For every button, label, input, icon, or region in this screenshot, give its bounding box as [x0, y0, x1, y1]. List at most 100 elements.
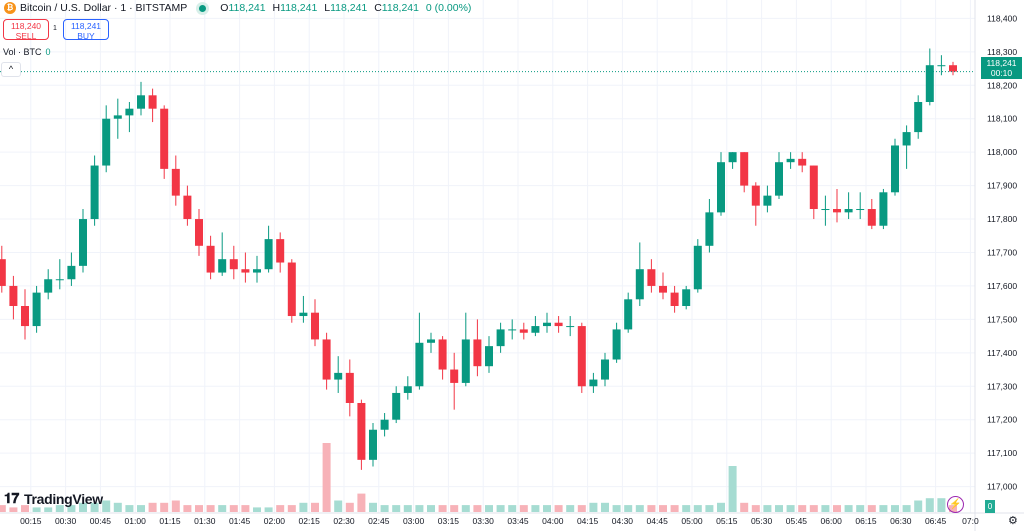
volume-bar: [635, 505, 644, 512]
gear-icon[interactable]: ⚙: [1008, 515, 1018, 527]
candle: [670, 285, 679, 313]
candle-body: [763, 195, 772, 206]
volume-bar: [763, 505, 772, 512]
candle-body: [693, 245, 702, 290]
time-axis[interactable]: 00:15 00:30 00:45 01:00 01:15 01:30 01:45 02:00…: [20, 516, 979, 526]
volume-bar: [218, 505, 227, 512]
candle: [160, 105, 169, 179]
candle-body: [21, 306, 29, 327]
candle-body: [79, 219, 87, 266]
candle-body: [833, 209, 841, 213]
candle: [287, 259, 296, 323]
volume-bar: [682, 505, 691, 512]
candle-body: [403, 386, 412, 393]
candle-body: [879, 192, 888, 226]
volume-bar: [67, 505, 76, 512]
volume-bar: [44, 507, 53, 512]
volume-bar: [299, 502, 308, 512]
price-tick-label: 118,100: [987, 114, 1017, 124]
candle-body: [55, 279, 64, 281]
tradingview-logo[interactable]: 𝟏𝟕 TradingView: [4, 490, 103, 507]
candle: [775, 152, 783, 199]
candle: [206, 235, 215, 280]
buy-button[interactable]: 118,241 BUY: [63, 19, 109, 41]
candle: [473, 319, 482, 377]
candle: [345, 359, 354, 417]
symbol-title[interactable]: Bitcoin / U.S. Dollar · 1 · BITSTAMP: [20, 2, 188, 14]
bitcoin-icon: ₿: [4, 2, 16, 14]
current-price-label: 118,241 00:10: [981, 57, 1022, 79]
candle-body: [357, 402, 366, 460]
candle: [125, 102, 134, 133]
candle: [902, 125, 911, 169]
candle-body: [786, 158, 795, 163]
candle: [241, 252, 250, 283]
candle-body: [670, 292, 679, 306]
symbol-legend[interactable]: ₿ Bitcoin / U.S. Dollar · 1 · BITSTAMP O…: [4, 2, 475, 14]
collapse-legend-button[interactable]: ^: [1, 62, 21, 77]
time-tick-label: 04:00: [542, 516, 564, 526]
bar-countdown: 00:10: [990, 68, 1013, 78]
candle-body: [369, 429, 377, 460]
candle-body: [137, 95, 145, 109]
volume-bar: [566, 505, 575, 512]
candle: [461, 312, 470, 387]
candle-body: [90, 165, 99, 220]
volume-bar: [369, 502, 377, 512]
candle: [415, 312, 424, 390]
candle: [844, 192, 853, 220]
time-tick-label: 06:30: [890, 516, 912, 526]
candle: [229, 245, 238, 280]
sell-button[interactable]: 118,240 SELL: [3, 19, 49, 41]
price-axis[interactable]: 118,400 118,300 118,200 118,100 118,000 117,9…: [987, 13, 1017, 491]
volume-bar: [914, 500, 923, 512]
candle-body: [415, 342, 424, 387]
time-tick-label: 02:45: [368, 516, 390, 526]
volume-bar: [357, 493, 366, 512]
price-tick-label: 117,600: [987, 281, 1017, 291]
volume-bar: [102, 500, 111, 512]
volume-bar: [693, 505, 702, 512]
candle: [380, 413, 389, 437]
volume-legend[interactable]: Vol · BTC 0: [3, 47, 51, 57]
price-tick-label: 118,300: [987, 47, 1017, 57]
volume-bar: [775, 505, 783, 512]
candle-body: [148, 95, 157, 109]
volume-bar: [195, 505, 203, 512]
volume-bar: [264, 507, 273, 512]
time-tick-label: 06:45: [925, 516, 947, 526]
candle-body: [519, 329, 528, 333]
time-tick-label: 00:45: [90, 516, 112, 526]
volume-bar: [879, 505, 888, 512]
candle: [485, 336, 493, 373]
volume-bar: [276, 505, 285, 512]
candle: [949, 61, 957, 76]
volume-bar: [937, 498, 946, 512]
volume-bar: [821, 505, 830, 512]
price-change: 0 (0.00%): [425, 2, 472, 14]
price-tick-label: 117,000: [987, 482, 1017, 492]
candle: [137, 81, 145, 116]
candle: [438, 336, 447, 380]
volume-bar: [705, 505, 714, 512]
candle: [218, 232, 227, 276]
candle: [856, 192, 865, 220]
candle: [543, 312, 551, 333]
candle: [728, 152, 737, 169]
volume-bar: [427, 505, 435, 512]
price-tick-label: 118,400: [987, 13, 1017, 23]
candle: [798, 152, 807, 173]
candle-body: [322, 339, 331, 380]
volume-bar: [867, 505, 876, 512]
volume-bar: [659, 505, 667, 512]
candle-body: [264, 239, 273, 270]
candle-body: [659, 285, 667, 293]
time-tick-label: 00:15: [20, 516, 42, 526]
lightning-icon[interactable]: ⚡: [947, 496, 964, 513]
ohlc-values: O118,241 H118,241 L118,241 C118,241 0 (0…: [220, 2, 472, 14]
volume-bar: [833, 505, 841, 512]
candle-body: [577, 326, 586, 387]
price-tick-label: 117,500: [987, 314, 1017, 324]
volume-bar: [253, 507, 261, 512]
